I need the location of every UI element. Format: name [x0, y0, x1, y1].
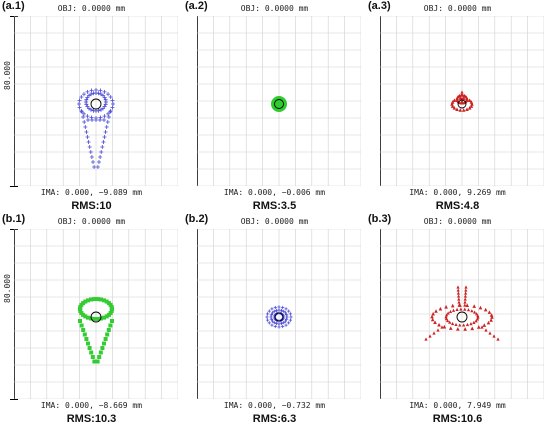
spot-points [450, 90, 474, 112]
panel-label: (a.2) [185, 0, 208, 12]
panel-label: (b.1) [2, 213, 26, 225]
image-height-label: IMA: 0.000, 7.949 mm [409, 401, 506, 410]
spot-diagram-panel-b1: (b.1) OBJ: 0.0000 mm 80.000 IMA: 0.000, … [0, 213, 183, 426]
spot-points [265, 305, 293, 329]
spot-points [271, 96, 287, 112]
image-height-label: IMA: 0.000, −8.669 mm [40, 401, 143, 410]
airy-disk-circle [274, 312, 284, 322]
airy-disk-circle [457, 99, 467, 109]
spot-points [78, 297, 114, 364]
rms-value: RMS:3.5 [252, 200, 297, 212]
grid-lines [14, 229, 178, 399]
spot-grid [14, 16, 178, 186]
rms-value: RMS:10.6 [432, 413, 483, 425]
panel-label: (a.1) [2, 0, 25, 12]
spot-diagram-panel-b3: (b.3) OBJ: 0.0000 mm IMA: 0.000, 7.949 m… [366, 213, 549, 426]
panel-label: (b.3) [368, 213, 392, 225]
object-height-label: OBJ: 0.0000 mm [423, 4, 492, 13]
rms-value: RMS:6.3 [252, 413, 297, 425]
image-height-label: IMA: 0.000, −0.732 mm [223, 401, 326, 410]
grid-lines [380, 16, 544, 186]
panel-label: (a.3) [368, 0, 391, 12]
airy-disk-circle [274, 99, 284, 109]
spot-grid [197, 16, 361, 186]
scale-label: 80.000 [3, 61, 12, 90]
spot-points [77, 88, 115, 169]
rms-value: RMS:10.3 [66, 413, 117, 425]
grid-lines [380, 229, 544, 399]
spot-grid [197, 229, 361, 399]
airy-disk-circle [90, 311, 102, 323]
image-height-label: IMA: 0.000, −9.089 mm [40, 188, 143, 197]
spot-cluster [271, 96, 287, 112]
object-height-label: OBJ: 0.0000 mm [57, 4, 126, 13]
object-height-label: OBJ: 0.0000 mm [240, 4, 309, 13]
object-height-label: OBJ: 0.0000 mm [423, 217, 492, 226]
scale-bar-bottom-tick [10, 186, 18, 187]
object-height-label: OBJ: 0.0000 mm [57, 217, 126, 226]
grid-lines [197, 16, 361, 186]
scale-label: 80.000 [3, 274, 12, 303]
rms-value: RMS:10 [71, 200, 112, 212]
spot-grid [380, 16, 544, 186]
spot-diagram-panel-a3: (a.3) OBJ: 0.0000 mm IMA: 0.000, 9.269 m… [366, 0, 549, 213]
image-height-label: IMA: 0.000, −0.006 mm [223, 188, 326, 197]
spot-diagram-panel-a1: (a.1) OBJ: 0.0000 mm 80.000 IMA: 0.000, … [0, 0, 183, 213]
grid-lines [14, 16, 178, 186]
spot-diagram-panel-a2: (a.2) OBJ: 0.0000 mm IMA: 0.000, −0.006 … [183, 0, 366, 213]
panel-label: (b.2) [185, 213, 209, 225]
rms-value: RMS:4.8 [435, 200, 480, 212]
object-height-label: OBJ: 0.0000 mm [240, 217, 309, 226]
image-height-label: IMA: 0.000, 9.269 mm [409, 188, 506, 197]
scale-bar-bottom-tick [10, 399, 18, 400]
spot-grid [380, 229, 544, 399]
airy-disk-circle [456, 311, 468, 323]
grid-lines [197, 229, 361, 399]
spot-points [424, 285, 500, 341]
spot-diagram-panel-b2: (b.2) OBJ: 0.0000 mm IMA: 0.000, −0.732 … [183, 213, 366, 426]
spot-grid [14, 229, 178, 399]
airy-disk-circle [90, 98, 102, 110]
